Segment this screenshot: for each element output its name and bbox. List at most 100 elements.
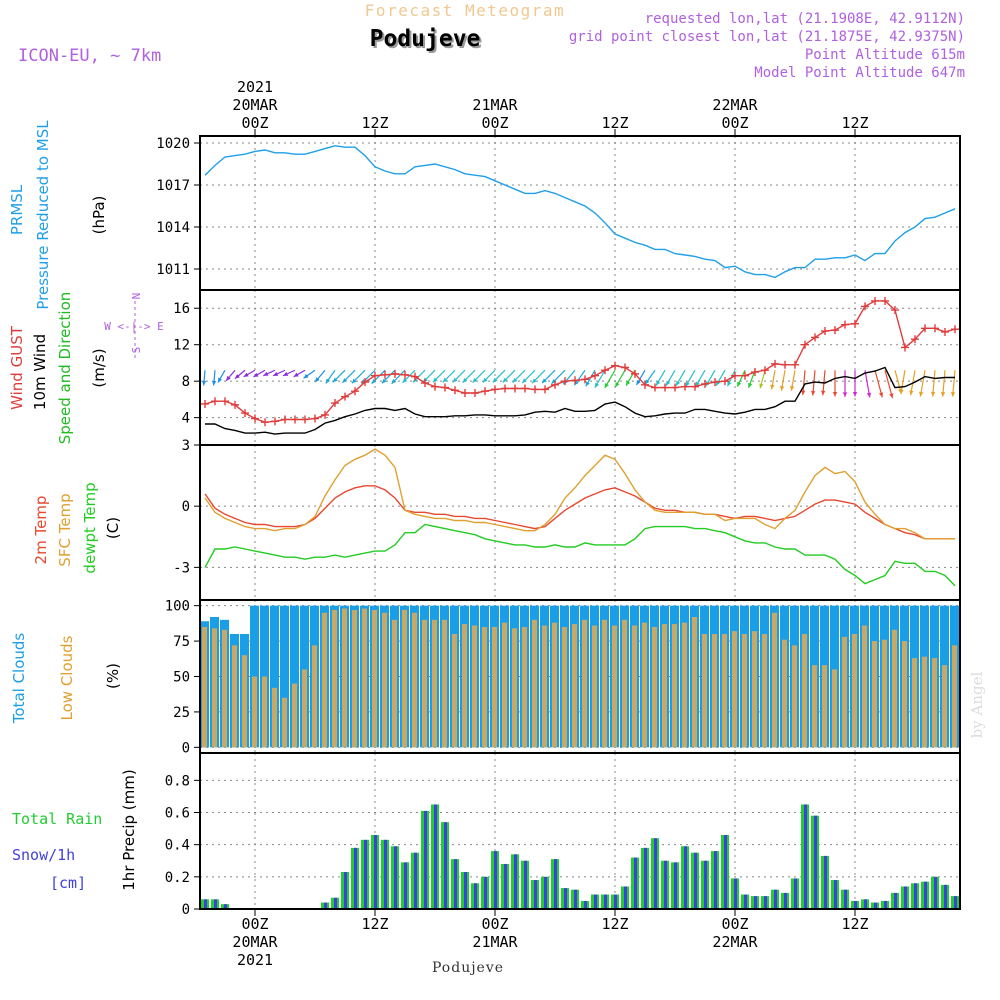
- gust-marker: [631, 369, 639, 378]
- wind-arrow-head: [263, 371, 269, 376]
- gust-marker: [921, 324, 929, 333]
- low-cloud-bar: [822, 665, 827, 748]
- snow-bar: [934, 876, 937, 909]
- wind-arrow-head: [402, 378, 408, 383]
- low-cloud-bar: [752, 631, 757, 748]
- gust-marker: [911, 335, 919, 344]
- clouds-panel-labels: Total Clouds Low Clouds (%): [10, 633, 122, 725]
- snow-bar: [734, 878, 737, 909]
- snow-bar: [394, 846, 397, 909]
- watermark: by Angel: [968, 671, 986, 738]
- bottom-time-label: 12Z: [841, 915, 868, 933]
- snow-bar: [654, 838, 657, 909]
- snow-bar: [354, 847, 357, 909]
- snow-bar: [564, 888, 567, 909]
- plot-panels: 1011 1014 1017 1020 4 8 12 16 -3 0 3 0 25 50 75 100 0 0.2…: [156, 129, 961, 918]
- snow-bar: [434, 804, 437, 909]
- wind-arrow-head: [604, 383, 609, 389]
- ms-unit-label: (m/s): [90, 348, 108, 387]
- low-cloud-bar: [202, 626, 207, 748]
- wind-arrow-head: [332, 377, 338, 383]
- snow-bar: [534, 880, 537, 909]
- wind-arrow-head: [217, 377, 223, 383]
- snow-bar: [634, 857, 637, 909]
- low-cloud-bar: [692, 617, 697, 748]
- gust-marker: [271, 417, 279, 426]
- wind-arrow-head: [737, 381, 742, 387]
- low-cloud-bar: [892, 629, 897, 748]
- precip-panel-labels: Total Rain Snow/1h [cm] 1hr Precip (mm): [12, 769, 138, 892]
- y-tick-label: 8: [182, 374, 190, 390]
- low-cloud-bar: [942, 665, 947, 748]
- requested-coords: requested lon,lat (21.1908E, 42.9112N): [645, 11, 965, 27]
- temperature-panel-labels: 2m Temp SFC Temp dewpt Temp (C): [32, 482, 122, 573]
- gust-marker: [341, 392, 349, 401]
- wind-arrow-head: [626, 380, 631, 386]
- dewpt-temp-label: dewpt Temp: [81, 482, 99, 573]
- low-cloud-bar: [382, 612, 387, 748]
- location-title: Podujeve: [370, 26, 481, 52]
- snow-bar: [784, 892, 787, 909]
- low-cloud-bar: [732, 631, 737, 748]
- low-cloud-bar: [592, 625, 597, 748]
- low-cloud-bar: [632, 625, 637, 748]
- series-line: [204, 523, 956, 587]
- total-cloud-bar: [280, 605, 289, 748]
- y-tick-label: 1014: [156, 220, 190, 236]
- temp-2m-label: 2m Temp: [32, 496, 50, 565]
- gust-marker: [581, 375, 589, 384]
- snow-bar: [524, 860, 527, 909]
- snow-bar: [494, 851, 497, 909]
- gust-marker: [491, 385, 499, 394]
- y-tick-label: 1017: [156, 178, 190, 194]
- gust-marker: [831, 326, 839, 335]
- total-clouds-label: Total Clouds: [10, 633, 28, 725]
- bottom-time-label: 12Z: [601, 915, 628, 933]
- gust-marker: [301, 415, 309, 424]
- gust-marker: [441, 383, 449, 392]
- panel-precip: 0 0.2 0.4 0.6 0.8: [165, 752, 961, 918]
- wind-arrow-head: [770, 384, 775, 390]
- series-line: [204, 485, 955, 540]
- low-cloud-bar: [222, 629, 227, 748]
- wind-arrow-shaft: [864, 370, 871, 398]
- gust-marker: [201, 399, 209, 408]
- snow-bar: [444, 822, 447, 909]
- y-tick-label: 12: [173, 338, 190, 354]
- snow-bar: [844, 889, 847, 909]
- y-tick-label: 100: [165, 599, 190, 615]
- wind-arrow-head: [780, 385, 785, 391]
- wind-arrow-head: [866, 392, 872, 398]
- snow-bar: [604, 894, 607, 909]
- wind-arrow-head: [432, 377, 438, 383]
- gust-marker: [811, 333, 819, 342]
- wind-arrow-head: [551, 378, 557, 384]
- snow-bar: [814, 815, 817, 909]
- gust-marker: [841, 320, 849, 329]
- bottom-time-label: 12Z: [361, 915, 388, 933]
- snow-bar: [574, 889, 577, 909]
- snow-bar: [424, 810, 427, 909]
- wind-arrow-head: [234, 374, 240, 379]
- snow-bar: [644, 847, 647, 909]
- low-cloud-bar: [492, 626, 497, 748]
- product-title: Forecast Meteogram: [365, 1, 565, 20]
- y-tick-label: 0: [182, 902, 190, 918]
- snow-bar: [364, 839, 367, 909]
- gust-marker: [571, 376, 579, 385]
- model-name: ICON-EU, ~ 7km: [18, 46, 161, 66]
- low-cloud-bar: [612, 625, 617, 748]
- gust-marker: [291, 415, 299, 424]
- top-time-label: 12Z: [841, 114, 868, 132]
- panel-frame: [199, 752, 961, 910]
- gust-marker: [261, 418, 269, 427]
- snow-bar: [664, 860, 667, 909]
- low-cloud-bar: [672, 624, 677, 748]
- snow-bar: [514, 854, 517, 909]
- wind-arrow-head: [522, 378, 527, 384]
- low-cloud-bar: [762, 634, 767, 748]
- low-cloud-bar: [462, 624, 467, 748]
- snow-label: Snow/1h: [12, 846, 75, 864]
- top-time-label: 22MAR: [712, 96, 758, 114]
